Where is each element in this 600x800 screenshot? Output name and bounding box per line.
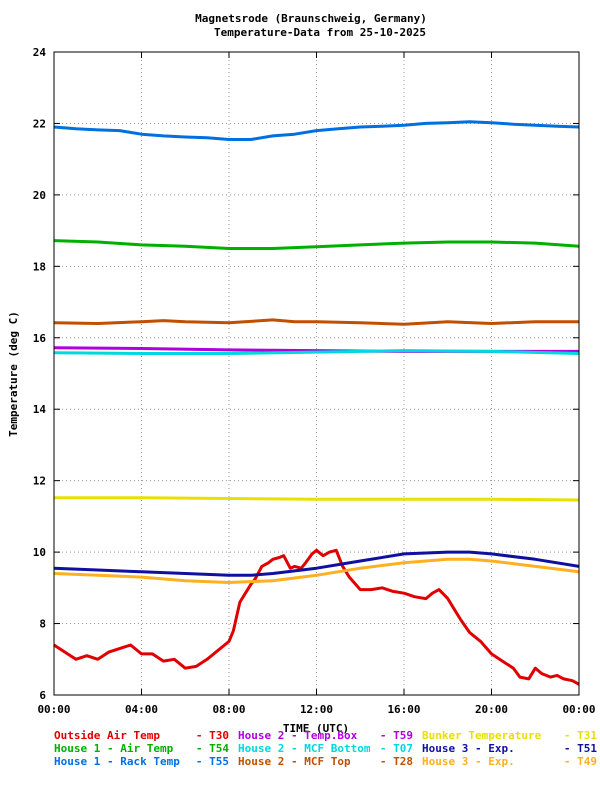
legend-name: House 1 - Rack Temp — [54, 755, 180, 768]
series-line-t51 — [53, 550, 580, 577]
legend-code: - T59 — [380, 729, 413, 742]
legend-name: House 2 - Temp.Box — [238, 729, 358, 742]
series-line-t28 — [53, 318, 579, 326]
legend-name: House 2 - MCF Bottom — [238, 742, 371, 755]
legend-name: House 3 - Exp. — [422, 742, 515, 755]
x-tick-label: 12:00 — [300, 703, 333, 716]
series-line-t30 — [53, 548, 580, 686]
series-line-t31 — [54, 496, 580, 502]
legend-code: - T54 — [196, 742, 229, 755]
chart-subtitle: Temperature-Data from 25-10-2025 — [214, 26, 426, 39]
x-tick-label: 00:00 — [37, 703, 70, 716]
y-tick-label: 16 — [33, 332, 47, 345]
legend-name: Bunker Temperature — [422, 729, 542, 742]
legend-code: - T30 — [196, 729, 229, 742]
y-tick-label: 12 — [33, 475, 46, 488]
y-axis-label: Temperature (deg C) — [7, 311, 20, 437]
chart-title: Magnetsrode (Braunschweig, Germany) — [195, 12, 427, 25]
x-tick-label: 16:00 — [387, 703, 420, 716]
series-line-t54 — [53, 239, 580, 250]
legend: Outside Air Temp - T30 House 2 - Temp.Box -… — [54, 729, 597, 768]
legend-code: - T51 — [564, 742, 597, 755]
y-tick-label: 14 — [33, 403, 47, 416]
y-tick-label: 18 — [33, 260, 46, 273]
legend-name: Outside Air Temp — [54, 729, 160, 742]
legend-code: - T49 — [564, 755, 597, 768]
x-tick-label: 08:00 — [212, 703, 245, 716]
y-axis-ticks: 6 8 10 12 14 16 18 20 22 24 — [33, 46, 579, 702]
series-lines — [53, 120, 580, 686]
grid — [54, 52, 579, 695]
y-tick-label: 10 — [33, 546, 46, 559]
series-line-t49 — [53, 557, 580, 584]
y-tick-label: 20 — [33, 189, 46, 202]
x-tick-label: 00:00 — [562, 703, 595, 716]
x-tick-label: 04:00 — [125, 703, 158, 716]
x-tick-label: 20:00 — [475, 703, 508, 716]
legend-code: - T31 — [564, 729, 597, 742]
y-tick-label: 8 — [39, 618, 46, 631]
y-tick-label: 24 — [33, 46, 47, 59]
legend-name: House 2 - MCF Top — [238, 755, 351, 768]
series-line-t55 — [53, 120, 580, 141]
legend-name: House 1 - Air Temp — [54, 742, 174, 755]
legend-code: - T07 — [380, 742, 413, 755]
y-tick-label: 6 — [39, 689, 46, 702]
y-tick-label: 22 — [33, 117, 46, 130]
legend-code: - T28 — [380, 755, 413, 768]
x-axis-label: TIME (UTC) — [283, 722, 349, 735]
series-line-t07 — [53, 349, 580, 355]
x-axis-ticks: 00:00 04:00 08:00 12:00 16:00 20:00 00:00 — [37, 52, 596, 716]
legend-code: - T55 — [196, 755, 229, 768]
legend-name: House 3 - Exp. — [422, 755, 515, 768]
